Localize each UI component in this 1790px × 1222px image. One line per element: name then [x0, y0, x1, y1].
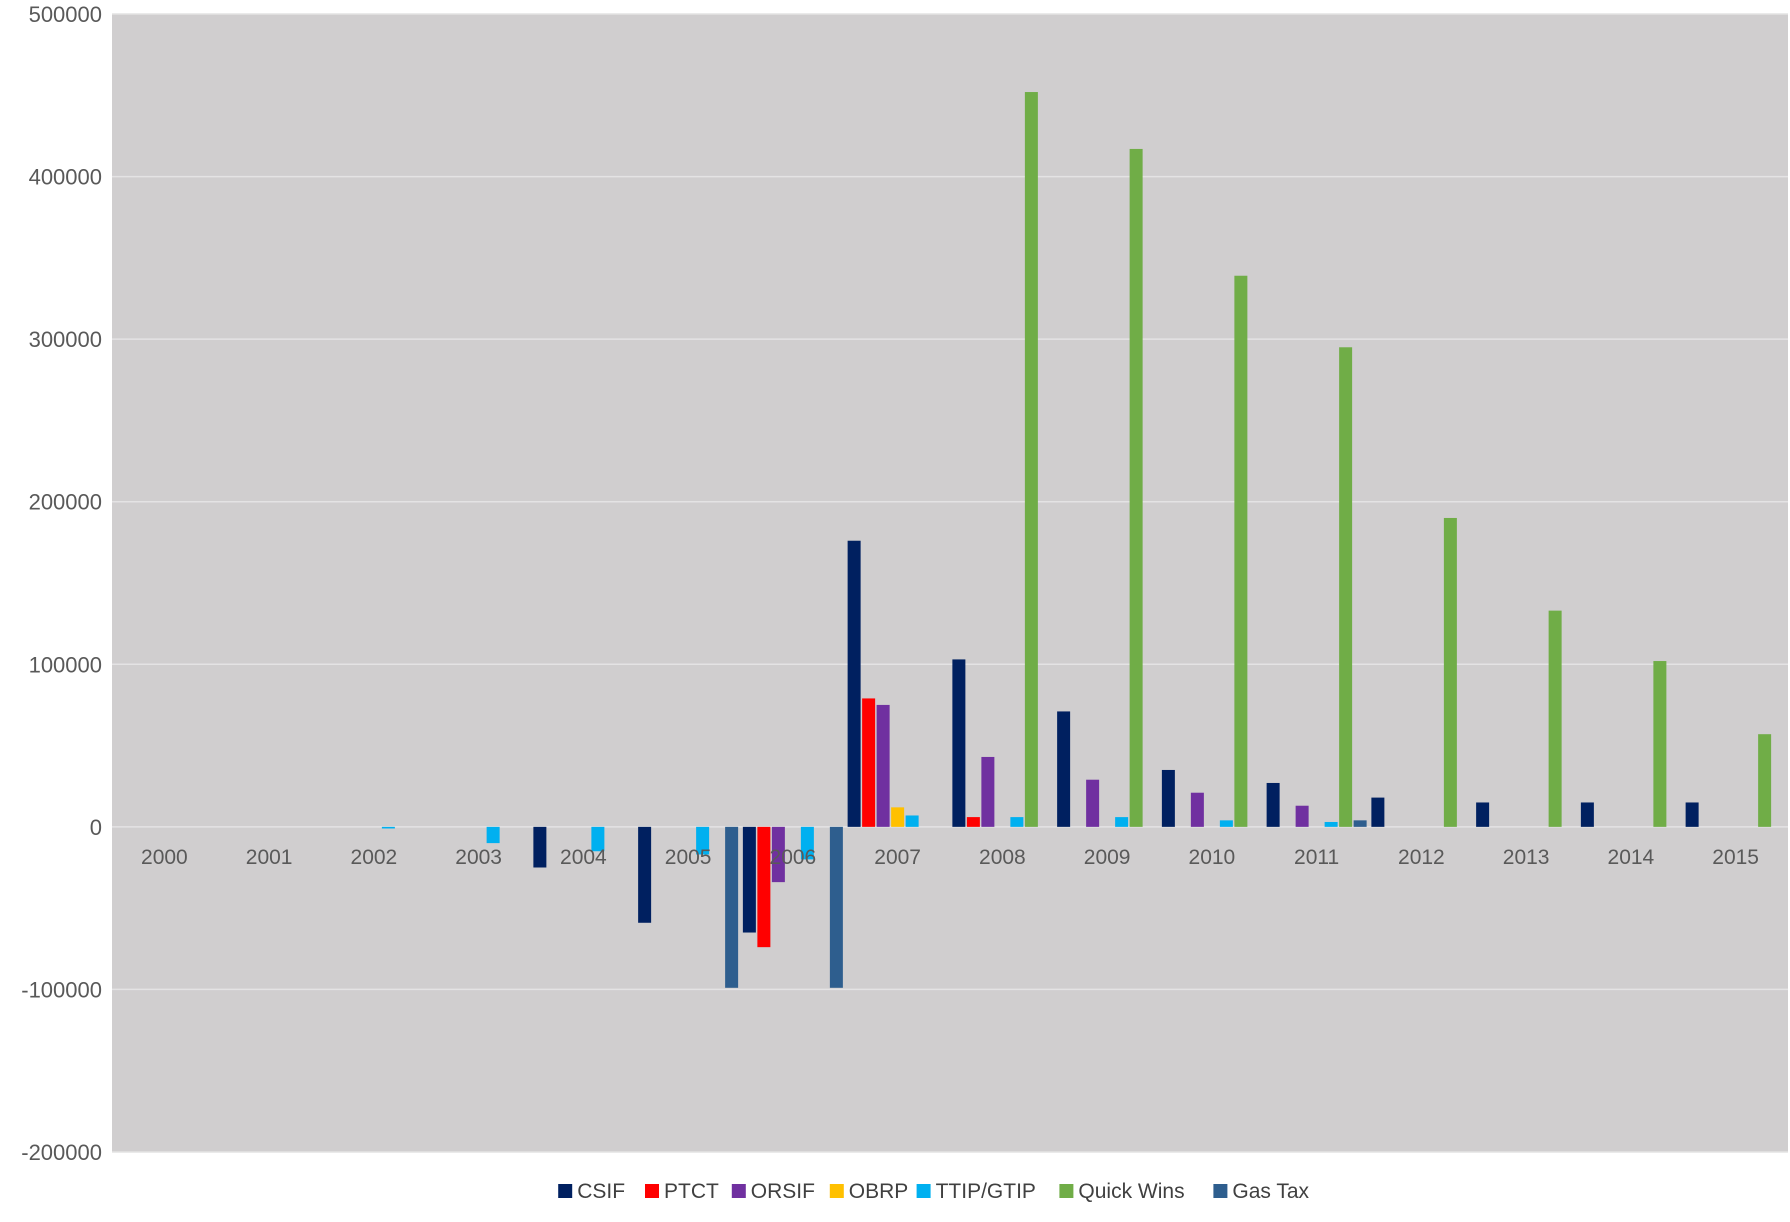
bar-ttip-gtip-2007: [905, 815, 919, 827]
bar-orsif-2008: [981, 756, 995, 827]
legend-label: OBRP: [849, 1180, 909, 1203]
bar-csif-2005: [638, 826, 652, 923]
x-tick-label: 2015: [1712, 846, 1759, 869]
x-tick-label: 2002: [351, 846, 398, 869]
x-tick-label: 2014: [1608, 846, 1655, 869]
y-tick-label: 300000: [29, 327, 102, 352]
bar-quick-wins-2009: [1129, 148, 1143, 827]
bar-orsif-2011: [1295, 805, 1309, 827]
bar-ttip-gtip-2008: [1010, 817, 1024, 827]
legend-label: ORSIF: [751, 1180, 815, 1203]
x-tick-label: 2010: [1189, 846, 1236, 869]
bar-ptct-2007: [862, 698, 876, 827]
bar-quick-wins-2011: [1339, 347, 1353, 827]
x-tick-label: 2000: [141, 846, 188, 869]
bar-quick-wins-2008: [1024, 92, 1038, 827]
bar-orsif-2007: [876, 704, 890, 827]
legend-swatch: [645, 1184, 659, 1198]
legend-label: TTIP/GTIP: [936, 1180, 1036, 1203]
legend-swatch: [731, 1184, 746, 1198]
bar-quick-wins-2014: [1653, 661, 1667, 827]
bar-ttip-gtip-2006: [800, 826, 814, 860]
bar-ttip-gtip-2003: [486, 826, 500, 844]
y-tick-label: 0: [90, 815, 102, 840]
x-tick-label: 2003: [455, 846, 502, 869]
bar-ttip-gtip-2010: [1219, 820, 1233, 827]
y-tick-label: -100000: [21, 977, 102, 1002]
x-tick-label: 2012: [1398, 846, 1445, 869]
bar-ttip-gtip-2009: [1115, 817, 1129, 827]
bar-csif-2009: [1057, 711, 1071, 827]
legend-item-csif: CSIF: [558, 1180, 625, 1203]
bar-ttip-gtip-2005: [696, 826, 710, 855]
legend-label: CSIF: [577, 1180, 625, 1203]
bar-csif-2010: [1161, 769, 1175, 827]
bars: [381, 92, 1772, 988]
bar-csif-2015: [1685, 802, 1699, 827]
y-tick-label: 500000: [29, 2, 102, 27]
x-tick-label: 2001: [246, 846, 293, 869]
y-axis: 500000 400000 300000 200000 100000 0 -100000 -2…: [21, 2, 102, 1165]
y-tick-label: 100000: [29, 652, 102, 677]
bar-orsif-2006: [771, 826, 785, 883]
x-tick-label: 2009: [1084, 846, 1131, 869]
bar-csif-2006: [742, 826, 756, 933]
legend-item-orsif: ORSIF: [731, 1180, 815, 1203]
bar-gas-tax-2006: [829, 826, 843, 988]
legend-item-obrp: OBRP: [829, 1180, 909, 1203]
bar-quick-wins-2012: [1443, 517, 1457, 827]
y-tick-label: 400000: [29, 165, 102, 190]
legend-label: Quick Wins: [1078, 1180, 1184, 1203]
x-tick-label: 2004: [560, 846, 607, 869]
bar-quick-wins-2013: [1548, 610, 1562, 827]
legend-item-quick-wins: Quick Wins: [1059, 1180, 1185, 1203]
bar-csif-2013: [1476, 802, 1490, 827]
y-tick-label: 200000: [29, 490, 102, 515]
bar-csif-2011: [1266, 782, 1280, 827]
plot-area: [112, 14, 1788, 1152]
x-tick-label: 2013: [1503, 846, 1550, 869]
bar-ttip-gtip-2002: [381, 826, 395, 829]
bar-csif-2004: [533, 826, 547, 868]
bar-ptct-2006: [757, 826, 771, 948]
legend-item-ttip-gtip: TTIP/GTIP: [916, 1180, 1036, 1203]
legend-item-ptct: PTCT: [645, 1180, 719, 1203]
legend-swatch: [1059, 1184, 1074, 1198]
bar-gas-tax-2011: [1353, 820, 1367, 827]
y-tick-label: -200000: [21, 1140, 102, 1165]
x-tick-label: 2011: [1294, 846, 1339, 869]
x-axis: 2000 2001 2002 2003 2004 2005 2006 2007 2008 2009…: [141, 846, 1759, 869]
x-tick-label: 2005: [665, 846, 712, 869]
x-tick-label: 2006: [770, 846, 817, 869]
bar-orsif-2010: [1190, 792, 1204, 827]
legend-label: PTCT: [664, 1180, 719, 1203]
bar-quick-wins-2015: [1758, 734, 1772, 827]
bar-quick-wins-2010: [1234, 275, 1248, 827]
legend: CSIF PTCT ORSIF OBRP TTIP/GTIP Quick Wins Gas …: [558, 1180, 1310, 1203]
legend-swatch: [916, 1184, 931, 1198]
legend-label: Gas Tax: [1232, 1180, 1309, 1203]
bar-ptct-2008: [966, 817, 980, 827]
bar-obrp-2007: [891, 807, 905, 827]
bar-orsif-2009: [1086, 779, 1100, 827]
legend-swatch: [1213, 1184, 1228, 1198]
x-tick-label: 2007: [874, 846, 921, 869]
legend-swatch: [829, 1184, 844, 1198]
bar-ttip-gtip-2011: [1324, 821, 1338, 827]
bar-csif-2014: [1580, 802, 1594, 827]
bar-csif-2012: [1371, 797, 1385, 827]
bar-csif-2008: [952, 659, 966, 827]
bar-ttip-gtip-2004: [591, 826, 605, 852]
legend-swatch: [558, 1184, 573, 1198]
legend-item-gas-tax: Gas Tax: [1213, 1180, 1310, 1203]
x-tick-label: 2008: [979, 846, 1026, 869]
bar-gas-tax-2005: [725, 826, 739, 988]
bar-csif-2007: [847, 540, 861, 827]
